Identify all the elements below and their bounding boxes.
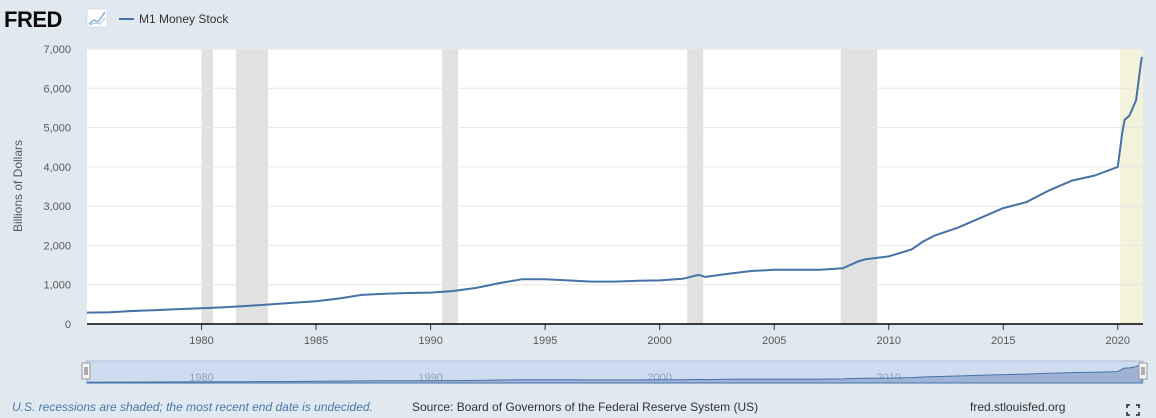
y-tick-label: 5,000 [43, 123, 71, 135]
y-tick-label: 1,000 [43, 280, 71, 292]
recession-band-4 [687, 49, 704, 324]
recession-band-2 [235, 49, 268, 324]
x-tick-label: 2020 [1106, 335, 1130, 347]
series-line-m1 [86, 56, 1143, 314]
x-tick-label: 1980 [189, 335, 213, 347]
x-tick-label: 2000 [647, 335, 671, 347]
navigator-series [86, 362, 1143, 384]
recession-band-5 [840, 49, 878, 324]
fred-logo-text: FRED [4, 7, 62, 32]
x-tick-label: 1985 [304, 335, 328, 347]
navigator-left-handle[interactable] [81, 362, 91, 380]
source-text: Source: Board of Governors of the Federa… [412, 400, 759, 414]
range-navigator[interactable]: 19801990200020102020 [81, 360, 1148, 384]
x-tick-label: 2010 [876, 335, 900, 347]
x-tick-label: 1990 [418, 335, 442, 347]
y-tick-label: 7,000 [43, 44, 71, 56]
y-tick-label: 3,000 [43, 201, 71, 213]
x-tick-label: 2005 [762, 335, 786, 347]
recession-band-undecided [1120, 49, 1143, 324]
gridlines [87, 48, 1143, 286]
fullscreen-icon[interactable] [1126, 404, 1140, 416]
x-tick-label: 1995 [533, 335, 557, 347]
y-tick-label: 6,000 [43, 83, 71, 95]
y-axis-ticks: 0 1,000 2,000 3,000 4,000 5,000 6,000 7,000 [43, 44, 71, 331]
legend-series-name: M1 Money Stock [139, 12, 229, 26]
y-tick-label: 2,000 [43, 240, 71, 252]
x-tick-label: 2015 [991, 335, 1015, 347]
fred-graph-icon [86, 8, 108, 28]
navigator-label: 1980 [189, 372, 213, 384]
fred-logo[interactable]: FRED [4, 7, 108, 32]
recession-bands [201, 49, 1143, 324]
recession-band-1 [201, 49, 213, 324]
fred-url-link[interactable]: fred.stlouisfed.org [970, 400, 1066, 414]
navigator-right-handle[interactable] [1138, 362, 1148, 380]
y-tick-label: 0 [65, 319, 71, 331]
y-axis-label: Billions of Dollars [11, 140, 25, 232]
x-axis-ticks: 1980 1985 1990 1995 2000 2005 2010 2015 2020 [189, 324, 1130, 347]
series-group [86, 56, 1143, 314]
recession-band-3 [442, 49, 459, 324]
recession-note: U.S. recessions are shaded; the most rec… [12, 400, 373, 414]
legend: M1 Money Stock [119, 12, 229, 26]
y-tick-label: 4,000 [43, 162, 71, 174]
